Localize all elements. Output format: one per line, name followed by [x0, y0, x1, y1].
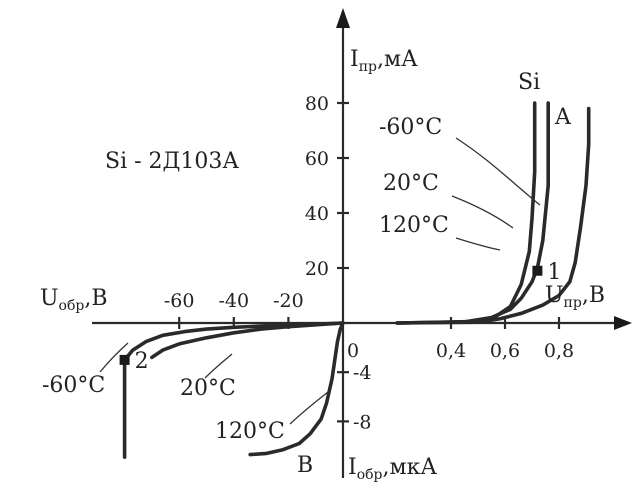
y-forward-tick-label: 40 — [305, 203, 329, 225]
leader-reverse-20 — [204, 353, 233, 379]
point-label-1: 1 — [547, 260, 561, 285]
y-reverse-axis-label: Iобр,мкА — [348, 455, 437, 483]
y-axis-arrow — [336, 8, 350, 28]
reverse-curve-120C — [248, 321, 345, 457]
y-forward-tick-label: 20 — [305, 258, 329, 280]
reverse-label-20: 20°C — [180, 376, 236, 401]
x-reverse-tick-label: -40 — [218, 290, 249, 312]
leader-120 — [455, 237, 501, 251]
curves-group — [122, 101, 591, 459]
forward-curve-20C — [395, 101, 550, 325]
y-forward-tick-label: 60 — [305, 148, 329, 170]
x-forward-tick-label: 0,6 — [490, 340, 520, 362]
material-label: Si — [518, 70, 540, 95]
x-forward-axis-label: Uпр,В — [545, 283, 605, 311]
forward-curve-120C — [395, 106, 591, 325]
x-axis-arrow — [614, 316, 632, 330]
point-marker-1 — [532, 265, 543, 276]
reverse-curve-20C — [150, 321, 345, 360]
forward-label-120: 120°C — [379, 213, 449, 238]
y-reverse-tick-label: -4 — [353, 362, 372, 384]
point-label-2: 2 — [135, 349, 149, 374]
forward-label-20: 20°C — [383, 171, 439, 196]
reverse-label-120: 120°C — [215, 419, 285, 444]
y-forward-tick-label: 80 — [305, 93, 329, 115]
x-reverse-tick-label: -60 — [164, 290, 195, 312]
y-forward-axis-label: Iпр,мА — [350, 47, 418, 75]
forward-label-minus60: -60°C — [379, 115, 442, 140]
chart-title: Si - 2Д103А — [105, 149, 239, 174]
x-forward-tick-label: 0,4 — [436, 340, 466, 362]
x-reverse-axis-label: Uобр,В — [40, 286, 108, 314]
origin-label: 0 — [347, 340, 359, 362]
axes-group — [92, 8, 632, 478]
point-marker-2 — [119, 354, 130, 365]
y-reverse-tick-label: -8 — [353, 411, 372, 433]
branch-label-a: A — [554, 105, 572, 130]
labels-group: Iпр,мА Iобр,мкА Uпр,В Uобр,В Si - 2Д103А Si A B… — [40, 47, 605, 483]
reverse-label-minus60: -60°C — [42, 373, 105, 398]
x-reverse-tick-label: -20 — [273, 290, 304, 312]
leader-minus60 — [455, 137, 541, 206]
leader-20 — [451, 195, 514, 229]
leader-reverse-120 — [289, 391, 329, 425]
leader-reverse-minus60 — [99, 342, 129, 373]
branch-label-b: B — [297, 453, 313, 478]
x-forward-tick-label: 0,8 — [544, 340, 574, 362]
